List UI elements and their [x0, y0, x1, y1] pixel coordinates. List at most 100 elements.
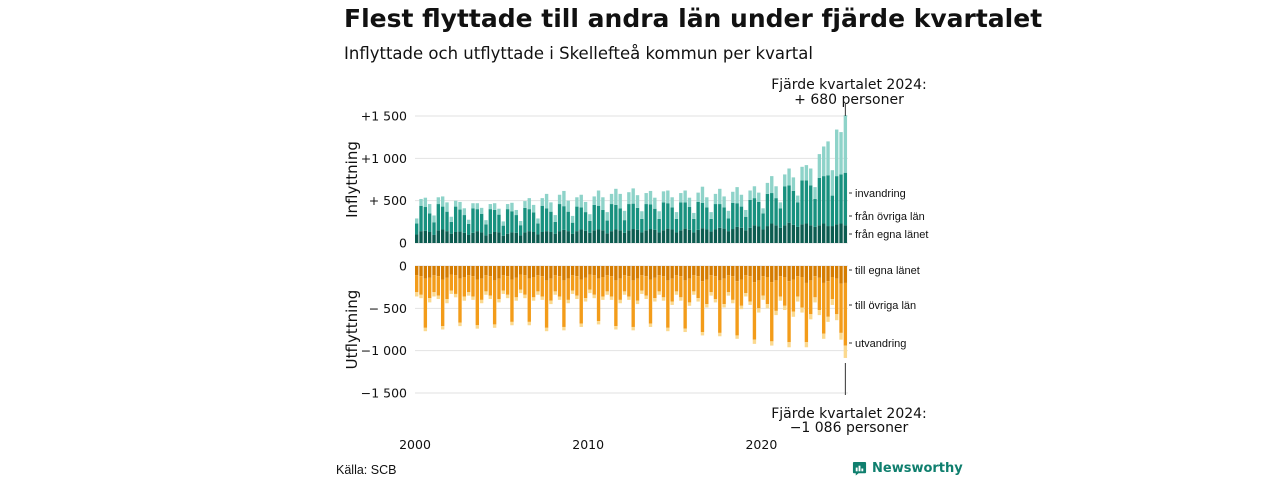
bar-in-invandring	[770, 176, 774, 194]
bar-in-invandring	[765, 182, 770, 194]
bar-in-invandring	[778, 202, 783, 209]
bar-in-egna	[796, 226, 800, 243]
bar-in-egna	[427, 231, 432, 243]
bar-in-ovriga	[462, 215, 467, 233]
bar-in-invandring	[674, 212, 679, 219]
bar-in-egna	[674, 232, 679, 243]
bar-in-invandring	[471, 203, 475, 209]
bar-in-invandring	[527, 198, 531, 210]
bar-in-ovriga	[622, 220, 627, 233]
xtick-label: 2000	[399, 437, 431, 452]
bar-in-egna	[700, 228, 705, 243]
bar-in-egna	[774, 225, 778, 243]
bar-in-egna	[605, 233, 609, 243]
bar-out-utvandring	[562, 326, 566, 331]
bar-out-utvandring	[432, 292, 436, 297]
bar-out-ut_ovriga	[748, 276, 752, 302]
bar-out-ut_ovriga	[536, 275, 540, 292]
bar-out-ut_ovriga	[627, 276, 631, 297]
bar-in-invandring	[536, 218, 540, 224]
bar-in-egna	[800, 224, 804, 243]
bar-out-utvandring	[670, 301, 674, 305]
bar-out-utvandring	[830, 299, 835, 305]
bar-out-utvandring	[627, 296, 631, 300]
bar-in-egna	[713, 229, 718, 243]
bar-out-ut_egna	[644, 266, 648, 277]
bar-out-utvandring	[618, 299, 622, 304]
bar-out-ut_egna	[553, 266, 557, 276]
bar-in-ovriga	[445, 211, 449, 232]
bar-in-ovriga	[809, 185, 813, 226]
bar-out-ut_egna	[583, 266, 588, 278]
bar-out-utvandring	[505, 294, 510, 299]
bar-out-ut_ovriga	[739, 279, 744, 306]
bar-in-egna	[579, 229, 583, 243]
bar-out-utvandring	[826, 316, 830, 322]
bar-out-ut_egna	[514, 266, 518, 278]
bar-out-ut_egna	[492, 266, 497, 281]
newsworthy-logo[interactable]: Newsworthy	[852, 461, 963, 476]
bar-out-utvandring	[709, 292, 713, 296]
bar-in-ovriga	[609, 204, 614, 232]
bar-out-ut_egna	[488, 266, 492, 277]
bar-out-ut_egna	[692, 266, 696, 276]
bar-in-ovriga	[523, 207, 527, 233]
bar-in-egna	[596, 229, 601, 243]
bar-in-invandring	[618, 193, 622, 209]
bar-out-ut_ovriga	[575, 276, 579, 296]
bar-out-ut_ovriga	[631, 280, 635, 327]
bar-out-ut_ovriga	[778, 276, 783, 297]
bar-in-ovriga	[579, 207, 583, 230]
bar-out-utvandring	[462, 296, 467, 301]
bar-out-ut_egna	[661, 266, 666, 277]
bar-out-ut_ovriga	[557, 276, 562, 297]
bar-in-ovriga	[666, 203, 670, 229]
bar-in-invandring	[800, 166, 804, 181]
bar-in-egna	[440, 229, 445, 243]
bar-out-ut_egna	[722, 266, 726, 279]
bar-in-invandring	[432, 215, 436, 223]
bar-out-ut_ovriga	[449, 274, 454, 291]
bar-in-egna	[588, 232, 592, 243]
bar-out-ut_ovriga	[492, 280, 497, 325]
bar-in-egna	[536, 234, 540, 243]
bar-out-ut_ovriga	[735, 281, 739, 336]
bar-out-utvandring	[648, 323, 653, 327]
bar-in-invandring	[553, 215, 557, 222]
bar-in-ovriga	[614, 204, 618, 230]
bar-in-ovriga	[505, 209, 510, 234]
bar-in-ovriga	[674, 218, 679, 233]
bar-in-ovriga	[458, 209, 462, 232]
bar-in-egna	[809, 225, 813, 243]
bar-in-ovriga	[813, 198, 817, 227]
ytick-label-out: 0	[399, 259, 407, 274]
bar-in-ovriga	[722, 207, 726, 229]
bar-in-egna	[562, 229, 566, 243]
bar-out-ut_egna	[423, 266, 428, 279]
bar-out-ut_ovriga	[588, 274, 592, 290]
bar-out-ut_egna	[757, 266, 761, 281]
bar-in-invandring	[709, 212, 713, 219]
bar-out-ut_egna	[709, 266, 713, 276]
bar-out-ut_egna	[635, 266, 640, 279]
logo-text: Newsworthy	[872, 461, 963, 476]
bar-in-invandring	[718, 188, 722, 205]
bar-in-invandring	[627, 192, 631, 205]
bar-out-utvandring	[453, 293, 458, 298]
bar-out-ut_egna	[804, 266, 809, 283]
bar-out-ut_ovriga	[605, 275, 609, 292]
bar-in-egna	[748, 227, 752, 243]
bar-in-ovriga	[419, 205, 423, 232]
bar-in-ovriga	[415, 223, 419, 235]
bar-in-ovriga	[787, 185, 791, 223]
bar-out-utvandring	[501, 290, 505, 294]
bar-in-ovriga	[726, 218, 731, 232]
xtick-label: 2010	[572, 437, 604, 452]
legend-label-ut_ovriga: till övriga län	[855, 300, 916, 312]
bar-out-ut_ovriga	[796, 276, 800, 297]
bar-in-egna	[666, 228, 670, 243]
bar-in-invandring	[449, 216, 454, 222]
bar-in-invandring	[700, 186, 705, 203]
bar-out-ut_egna	[765, 266, 770, 278]
bar-in-egna	[718, 227, 722, 243]
